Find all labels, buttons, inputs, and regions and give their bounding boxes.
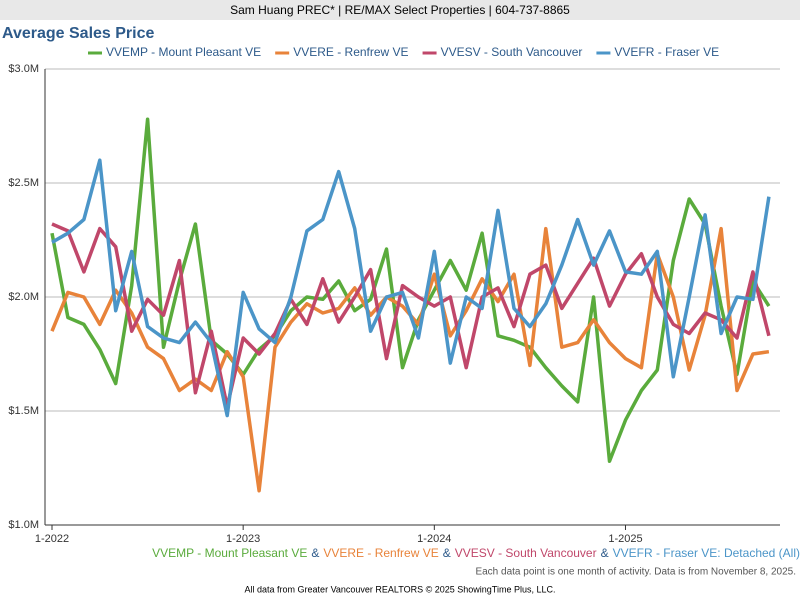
legend-label: VVESV - South Vancouver [441,45,583,59]
x-tick-label: 1-2024 [417,533,451,545]
series-line [50,117,771,463]
x-tick-label: 1-2023 [226,533,260,545]
note: Each data point is one month of activity… [475,567,796,578]
caption: VVEMP - Mount Pleasant VE & VVERE - Renfre… [152,546,800,560]
x-tick-label: 1-2022 [35,533,69,545]
caption-name: VVEMP - Mount Pleasant VE [152,546,307,560]
caption-name: VVERE - Renfrew VE [323,546,438,560]
legend-label: VVERE - Renfrew VE [293,45,408,59]
header: Sam Huang PREC* | RE/MAX Select Properti… [230,3,570,17]
caption-suffix: : Detached (All) [717,546,800,560]
caption-separator: & [443,546,451,560]
y-tick-label: $2.0M [8,291,39,303]
series-line [51,222,771,409]
header-bar [0,0,800,20]
caption-separator: & [311,546,319,560]
y-tick-label: $3.0M [8,63,39,75]
caption-name: VVESV - South Vancouver [455,546,597,560]
series-line [51,158,771,418]
caption-separator: & [601,546,609,560]
footer: All data from Greater Vancouver REALTORS… [245,584,556,594]
legend-label: VVEMP - Mount Pleasant VE [106,45,261,59]
y-tick-label: $2.5M [8,177,39,189]
y-tick-label: $1.5M [8,405,39,417]
x-tick-label: 1-2025 [608,533,642,545]
y-tick-label: $1.0M [8,519,39,531]
caption-name: VVEFR - Fraser VE [613,546,718,560]
legend-label: VVEFR - Fraser VE [614,45,719,59]
chart-title: Average Sales Price [2,25,155,42]
